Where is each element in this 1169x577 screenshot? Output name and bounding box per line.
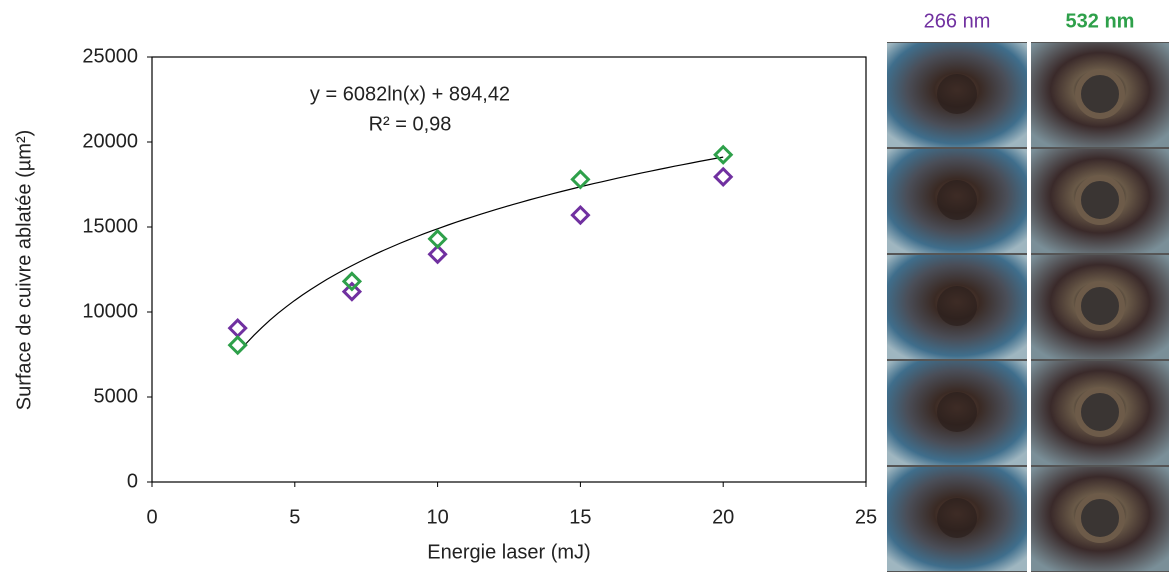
y-axis-label: Surface de cuivre ablatée (µm²) bbox=[13, 130, 35, 411]
crater bbox=[937, 286, 977, 326]
plot-frame bbox=[151, 56, 867, 483]
x-axis-label: Energie laser (mJ) bbox=[427, 541, 590, 563]
legend-label: 266 nm bbox=[924, 10, 991, 32]
x-tick-label: 20 bbox=[712, 506, 734, 528]
image-grid bbox=[887, 42, 1169, 572]
x-tick-label: 5 bbox=[289, 506, 300, 528]
marker bbox=[227, 335, 248, 356]
x-tick-label: 15 bbox=[569, 506, 591, 528]
x-tick-label: 25 bbox=[855, 506, 877, 528]
marker bbox=[341, 271, 363, 292]
trend-r2: R² = 0,98 bbox=[369, 113, 452, 135]
x-tick-label: 10 bbox=[426, 506, 448, 528]
crater bbox=[1075, 493, 1125, 543]
legend-label: 532 nm bbox=[1066, 10, 1135, 32]
marker bbox=[570, 169, 591, 190]
marker bbox=[713, 166, 734, 187]
trendline bbox=[237, 156, 724, 354]
y-tick-label: 15000 bbox=[82, 215, 138, 237]
marker bbox=[341, 281, 363, 302]
crater bbox=[937, 74, 977, 114]
marker bbox=[427, 228, 448, 250]
marker bbox=[227, 318, 248, 339]
x-tick-label: 0 bbox=[146, 506, 157, 528]
crater bbox=[1075, 69, 1125, 119]
marker bbox=[570, 204, 591, 226]
crater bbox=[1075, 175, 1125, 225]
crater bbox=[1075, 387, 1125, 437]
y-tick-label: 5000 bbox=[94, 385, 139, 407]
y-tick-label: 20000 bbox=[82, 130, 138, 152]
y-tick-label: 10000 bbox=[82, 300, 138, 322]
crater bbox=[937, 498, 977, 538]
marker bbox=[713, 144, 734, 165]
trend-equation: y = 6082ln(x) + 894,42 bbox=[310, 83, 510, 105]
crater bbox=[1075, 281, 1125, 331]
y-tick-label: 25000 bbox=[82, 45, 138, 67]
crater bbox=[937, 392, 977, 432]
marker bbox=[427, 244, 448, 265]
crater bbox=[937, 180, 977, 220]
y-tick-label: 0 bbox=[127, 470, 138, 492]
